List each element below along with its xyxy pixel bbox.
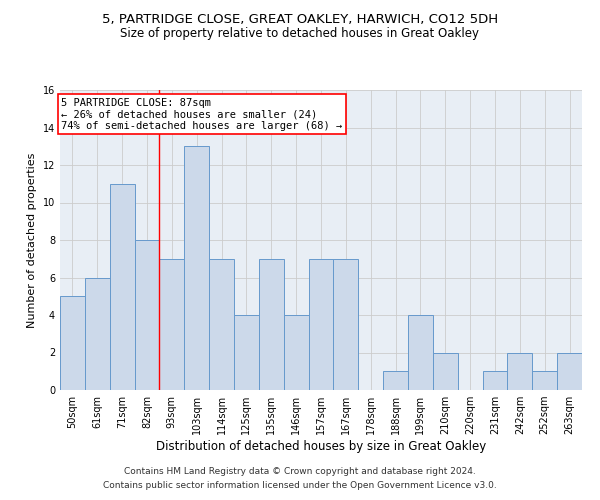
Bar <box>308 259 334 390</box>
Text: 5 PARTRIDGE CLOSE: 87sqm
← 26% of detached houses are smaller (24)
74% of semi-d: 5 PARTRIDGE CLOSE: 87sqm ← 26% of detach… <box>61 98 343 130</box>
Bar <box>85 278 110 390</box>
X-axis label: Distribution of detached houses by size in Great Oakley: Distribution of detached houses by size … <box>156 440 486 453</box>
Bar <box>508 352 532 390</box>
Bar <box>557 352 582 390</box>
Bar <box>60 296 85 390</box>
Bar <box>160 259 184 390</box>
Bar <box>334 259 358 390</box>
Bar <box>408 315 433 390</box>
Bar <box>433 352 458 390</box>
Bar <box>110 184 134 390</box>
Bar <box>134 240 160 390</box>
Bar <box>209 259 234 390</box>
Bar <box>383 371 408 390</box>
Bar <box>234 315 259 390</box>
Text: Size of property relative to detached houses in Great Oakley: Size of property relative to detached ho… <box>121 28 479 40</box>
Text: 5, PARTRIDGE CLOSE, GREAT OAKLEY, HARWICH, CO12 5DH: 5, PARTRIDGE CLOSE, GREAT OAKLEY, HARWIC… <box>102 12 498 26</box>
Bar <box>482 371 508 390</box>
Bar <box>284 315 308 390</box>
Y-axis label: Number of detached properties: Number of detached properties <box>27 152 37 328</box>
Bar <box>532 371 557 390</box>
Text: Contains HM Land Registry data © Crown copyright and database right 2024.: Contains HM Land Registry data © Crown c… <box>124 467 476 476</box>
Bar <box>259 259 284 390</box>
Text: Contains public sector information licensed under the Open Government Licence v3: Contains public sector information licen… <box>103 481 497 490</box>
Bar <box>184 146 209 390</box>
